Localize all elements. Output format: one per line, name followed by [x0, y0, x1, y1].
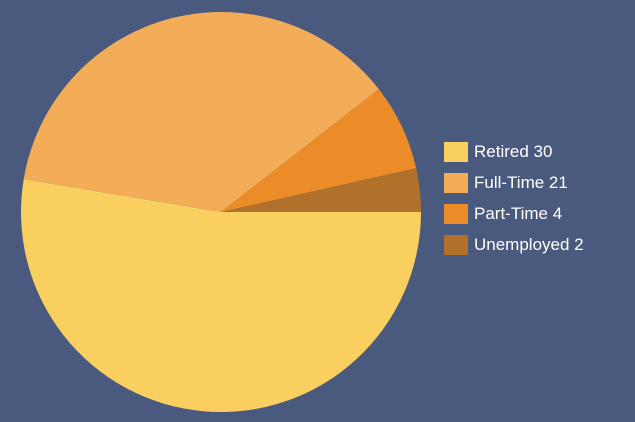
legend-item-retired: Retired 30	[444, 142, 584, 162]
legend: Retired 30 Full-Time 21 Part-Time 4 Unem…	[444, 142, 584, 255]
legend-item-part-time: Part-Time 4	[444, 204, 584, 224]
pie-slice-retired	[20, 179, 421, 413]
legend-label-unemployed: Unemployed 2	[474, 235, 584, 254]
pie-slice-unemployed	[221, 168, 421, 212]
pie-slice-part-time	[221, 89, 417, 212]
legend-item-full-time: Full-Time 21	[444, 173, 584, 193]
pie-slice-full-time	[23, 12, 379, 212]
legend-label-part-time: Part-Time 4	[474, 204, 563, 223]
legend-swatch-unemployed	[444, 235, 468, 255]
legend-label-retired: Retired 30	[474, 142, 553, 161]
legend-swatch-part-time	[444, 204, 468, 224]
legend-label-full-time: Full-Time 21	[474, 173, 568, 192]
legend-swatch-retired	[444, 142, 468, 162]
legend-swatch-full-time	[444, 173, 468, 193]
legend-item-unemployed: Unemployed 2	[444, 235, 584, 255]
